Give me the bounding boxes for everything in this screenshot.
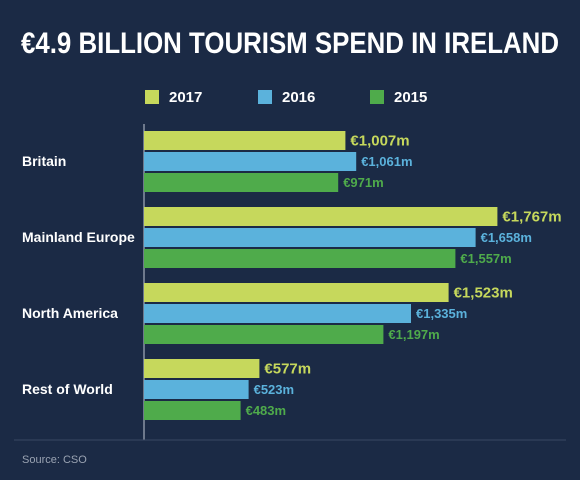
bar: [144, 359, 260, 378]
category-label: Rest of World: [22, 381, 113, 397]
bar: [144, 325, 384, 344]
bar: [144, 131, 346, 150]
value-label: €1,767m: [502, 208, 561, 225]
bar: [144, 228, 476, 247]
value-label: €1,557m: [460, 251, 511, 266]
category-label: North America: [22, 305, 118, 321]
value-label: €1,061m: [361, 154, 412, 169]
value-label: €1,007m: [350, 132, 409, 149]
category-label: Britain: [22, 153, 66, 169]
legend-label: 2016: [282, 89, 315, 106]
source: Source: CSO: [22, 454, 87, 466]
bar: [144, 152, 357, 171]
category-label: Mainland Europe: [22, 229, 135, 245]
value-label: €577m: [264, 360, 311, 377]
chart-title: €4.9 BILLION TOURISM SPEND IN IRELAND: [21, 27, 559, 60]
value-label: €971m: [343, 175, 383, 190]
value-label: €1,197m: [388, 327, 439, 342]
bar: [144, 283, 449, 302]
value-label: €1,335m: [416, 306, 467, 321]
bar: [144, 401, 241, 420]
bar: [144, 207, 498, 226]
bar: [144, 304, 411, 323]
value-label: €483m: [246, 403, 286, 418]
bar: [144, 173, 339, 192]
value-label: €1,523m: [454, 284, 513, 301]
legend-swatch: [370, 90, 384, 104]
legend-label: 2017: [169, 89, 202, 106]
bar: [144, 380, 249, 399]
value-label: €1,658m: [481, 230, 532, 245]
legend-swatch: [145, 90, 159, 104]
value-label: €523m: [254, 382, 294, 397]
legend-label: 2015: [394, 89, 427, 106]
bar: [144, 249, 456, 268]
legend-swatch: [258, 90, 272, 104]
